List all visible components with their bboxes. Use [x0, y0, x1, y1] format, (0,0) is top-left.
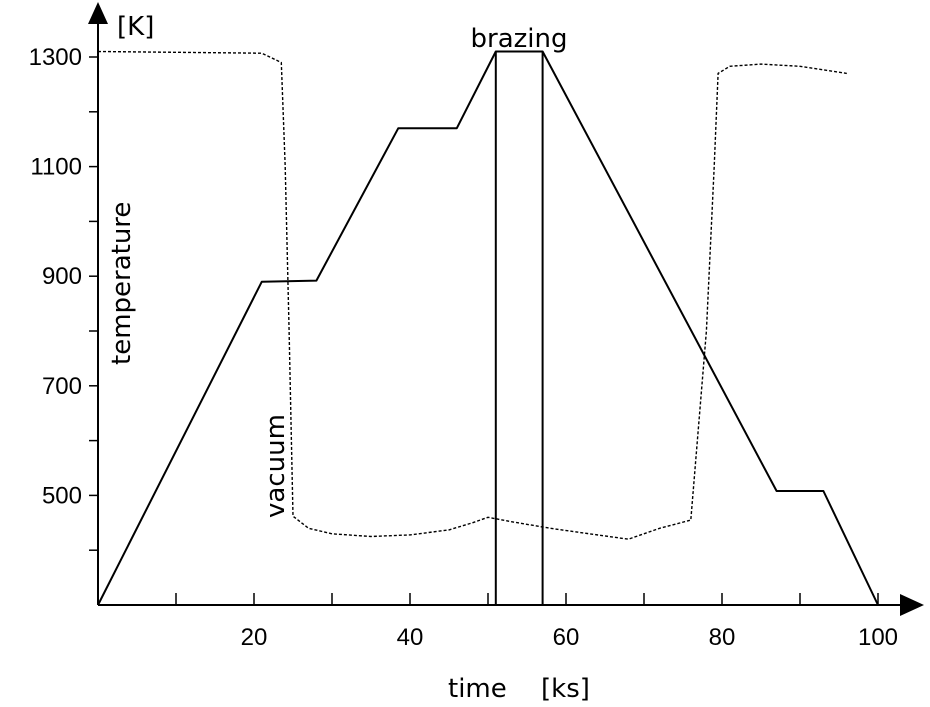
- y-tick-label: 700: [42, 373, 82, 400]
- axes: [88, 2, 924, 616]
- x-tick-label: 80: [709, 624, 736, 651]
- x-axis-label: time: [448, 674, 507, 704]
- y-tick-label: 1100: [30, 154, 82, 181]
- brazing-annotation: brazing: [471, 24, 568, 54]
- x-tick-label: 20: [241, 624, 268, 651]
- y-tick-label: 1300: [29, 44, 82, 71]
- temperature-line: [97, 50, 879, 606]
- brazing-region: [494, 51, 544, 605]
- series-lines: [97, 50, 879, 606]
- ticks: 500 700 900 1100 1300 20 40 60 80 100: [29, 44, 898, 651]
- x-tick-label: 60: [553, 624, 580, 651]
- y-axis-arrow: [88, 2, 108, 24]
- x-tick-label: 100: [858, 624, 898, 651]
- y-tick-label: 500: [42, 482, 82, 509]
- x-tick-label: 40: [397, 624, 424, 651]
- vacuum-line: [97, 50, 847, 540]
- x-unit-label: [ks]: [541, 674, 590, 704]
- temperature-series-label: temperature: [107, 202, 137, 365]
- vacuum-series-label: vacuum: [261, 414, 291, 518]
- y-tick-label: 900: [42, 263, 82, 290]
- y-unit-label: [K]: [117, 12, 154, 42]
- x-axis-arrow: [900, 594, 924, 616]
